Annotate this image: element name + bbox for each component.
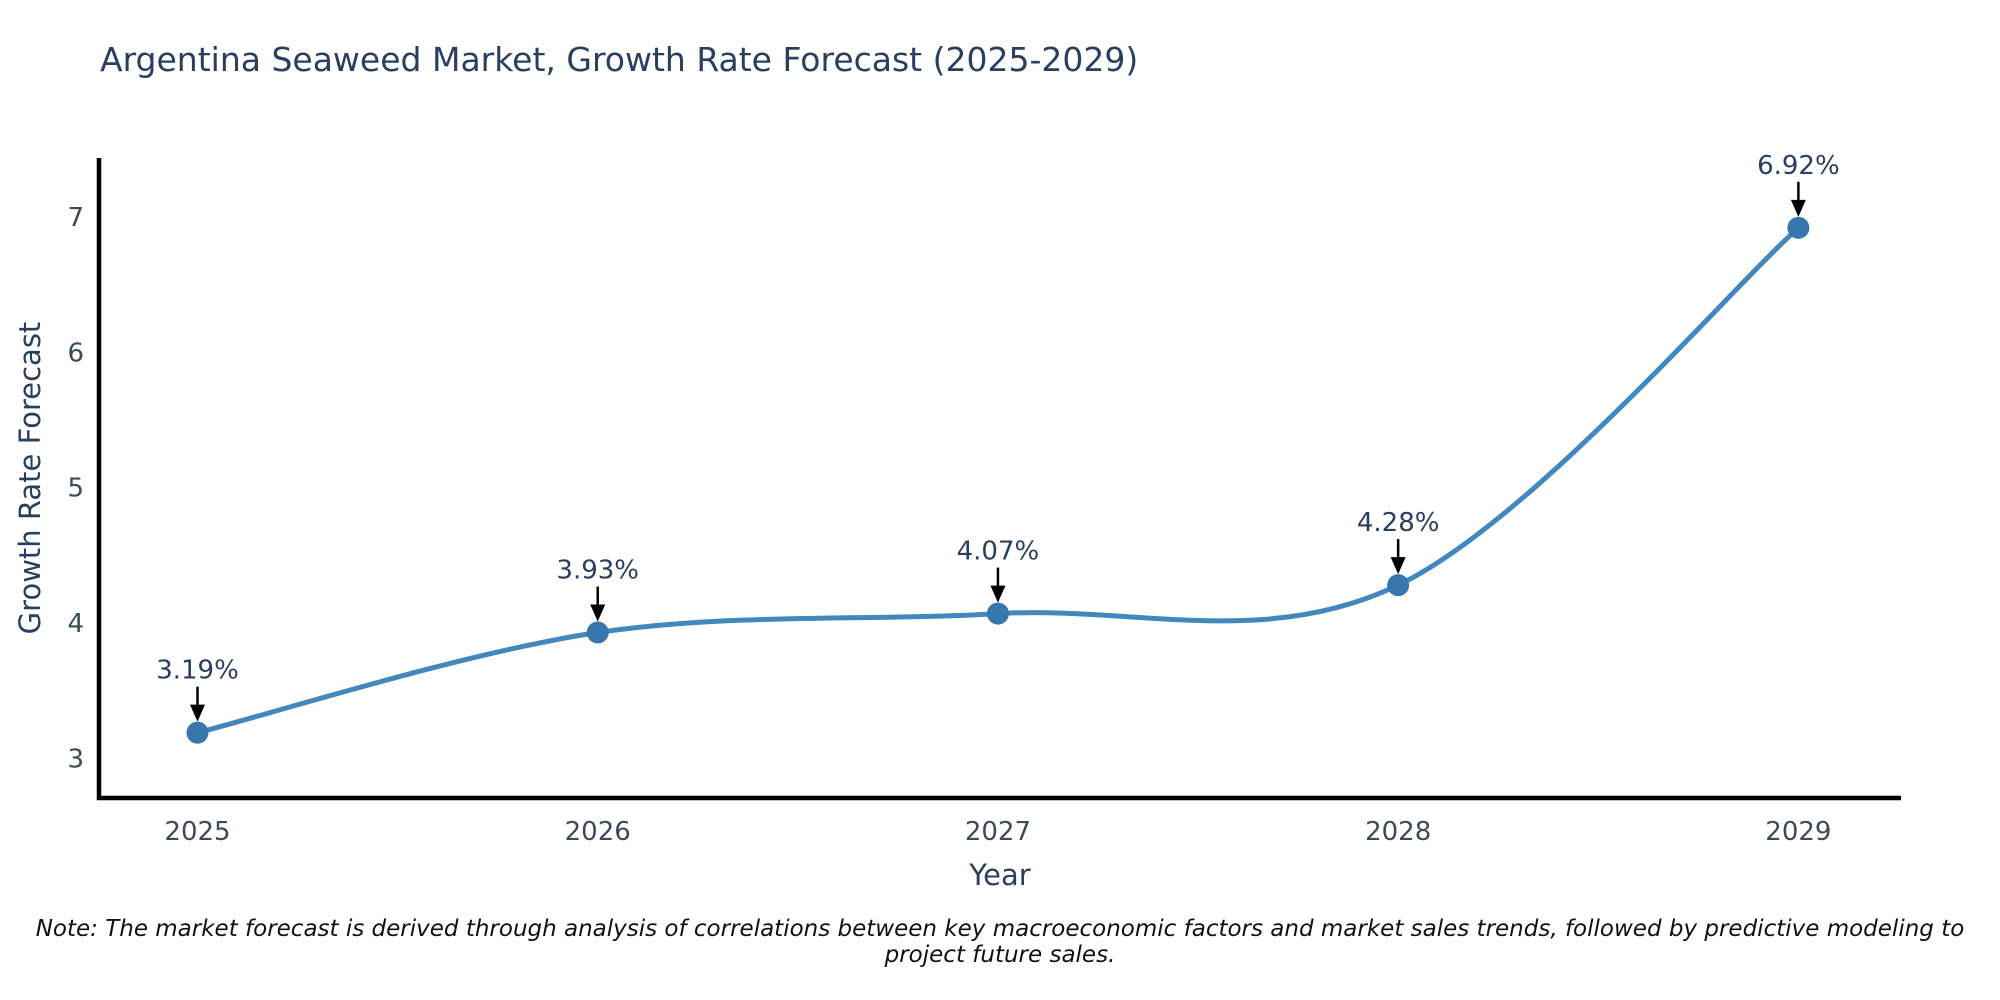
y-tick-label: 5 xyxy=(67,474,84,504)
annotation-arrow-head xyxy=(1790,199,1806,217)
data-point-marker[interactable] xyxy=(1387,574,1410,597)
x-axis-title: Year xyxy=(969,858,1031,892)
y-tick-label: 3 xyxy=(67,744,84,774)
y-tick-label: 6 xyxy=(67,338,84,368)
x-tick-label: 2026 xyxy=(565,817,631,847)
point-annotation: 4.28% xyxy=(1357,508,1440,538)
y-tick-label: 7 xyxy=(67,203,84,233)
x-tick-label: 2029 xyxy=(1765,817,1831,847)
data-point-marker[interactable] xyxy=(1787,216,1810,239)
point-annotation: 3.19% xyxy=(156,656,239,686)
x-tick-label: 2028 xyxy=(1365,817,1431,847)
x-tick-label: 2027 xyxy=(965,817,1031,847)
y-tick-label: 4 xyxy=(67,609,84,639)
data-point-marker[interactable] xyxy=(186,721,209,744)
trend-line xyxy=(195,225,1801,736)
annotation-arrow-head xyxy=(1390,557,1406,575)
chart-title: Argentina Seaweed Market, Growth Rate Fo… xyxy=(100,40,1139,79)
annotation-arrow-head xyxy=(190,704,205,722)
point-annotation: 3.93% xyxy=(556,556,639,586)
annotation-arrow-head xyxy=(990,585,1006,603)
annotation-arrow-head xyxy=(590,604,606,622)
point-annotation: 6.92% xyxy=(1757,151,1840,181)
x-tick-label: 2025 xyxy=(164,817,230,847)
point-annotation: 4.07% xyxy=(957,537,1040,567)
data-point-marker[interactable] xyxy=(586,621,609,644)
footnote: Note: The market forecast is derived thr… xyxy=(35,916,1965,968)
data-point-marker[interactable] xyxy=(986,602,1009,625)
